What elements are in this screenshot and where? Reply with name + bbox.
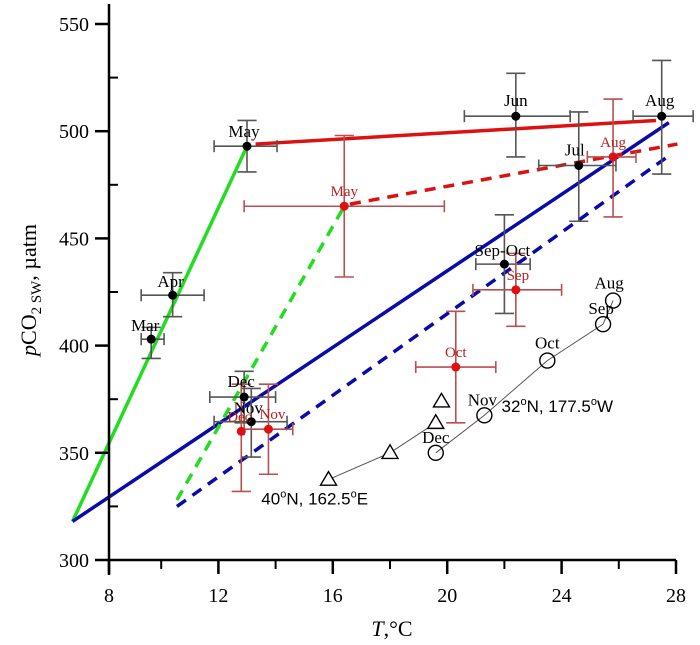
- black-point-Jun: [511, 111, 521, 121]
- triangle-marker: [432, 391, 451, 408]
- x-tick-label: 16: [323, 585, 343, 607]
- open-circle-marker: [427, 444, 444, 461]
- triangle-marker: [380, 443, 400, 460]
- black-point-label: Nov: [234, 399, 264, 418]
- red-point-Nov: [263, 424, 273, 434]
- triangle-marker: [426, 413, 445, 430]
- x-axis-label-unit: ,°C: [384, 616, 413, 641]
- black-point-label: Dec: [227, 372, 255, 391]
- red-point-label: Oct: [445, 345, 467, 361]
- y-tick-label: 450: [59, 228, 89, 250]
- red-point-label: Aug: [600, 135, 626, 151]
- triangle-marker: [319, 470, 338, 486]
- trend-line-red-dashed: [349, 142, 678, 206]
- trend-line-blue-dashed: [175, 154, 670, 508]
- y-axis-label-main: CO: [16, 314, 41, 345]
- open-circle-marker: [604, 292, 622, 309]
- open-circle-marker: [476, 407, 493, 424]
- station-label-40N: 40oN, 162.5oE: [261, 488, 368, 508]
- trend-line-green-dashed: [175, 205, 346, 501]
- axes: [107, 4, 676, 575]
- black-point-Aug: [657, 111, 667, 121]
- black-point-Mar: [146, 334, 156, 344]
- open-circle-marker: [539, 352, 556, 369]
- data-points: [146, 111, 667, 486]
- x-tick-label: 24: [552, 585, 572, 607]
- point-labels: MarAprMayJunJulAugSep-OctDecNovMayAugSep…: [131, 91, 675, 508]
- black-point-Apr: [168, 290, 178, 300]
- y-axis-label-var: p: [16, 345, 41, 358]
- red-point-label: Dec: [227, 409, 251, 425]
- y-tick-label: 350: [59, 443, 89, 465]
- y-axis-label-sub: 2 SW: [29, 280, 45, 315]
- black-point-Dec: [239, 392, 249, 402]
- y-tick-label: 400: [59, 336, 89, 358]
- y-axis-label: pCO2 SW, µatm: [16, 224, 45, 358]
- open-circle-marker: [594, 315, 612, 333]
- circle-point-label: Aug: [594, 274, 624, 293]
- black-point-label: Jun: [504, 91, 528, 110]
- circle-point-label: Nov: [468, 390, 498, 409]
- station-label-32N: 32oN, 177.5oW: [502, 396, 613, 416]
- y-tick-label: 300: [59, 550, 89, 572]
- black-point-label: Jul: [565, 141, 585, 160]
- x-tick-label: 28: [666, 585, 686, 607]
- trend-lines: [70, 118, 678, 523]
- station-40N-line: [328, 422, 437, 481]
- red-point-Oct: [451, 362, 461, 372]
- black-point-Sep-Oct: [499, 259, 509, 269]
- circle-point-label: Oct: [535, 334, 560, 353]
- station-32N-line: [435, 300, 614, 454]
- red-point-label: Nov: [260, 407, 286, 423]
- black-point-label: May: [228, 122, 260, 141]
- circle-point-label: Sep: [588, 299, 614, 318]
- y-tick-label: 550: [59, 14, 89, 36]
- black-point-label: Aug: [645, 91, 675, 110]
- x-tick-label: 12: [208, 585, 228, 607]
- black-point-label: Mar: [131, 316, 160, 335]
- red-point-label: Sep: [507, 268, 530, 284]
- red-point-Dec: [236, 426, 246, 436]
- x-axis-label-var: T: [371, 616, 385, 641]
- trend-line-red-solid: [255, 118, 657, 146]
- red-point-May: [339, 201, 349, 211]
- y-tick-label: 500: [59, 121, 89, 143]
- black-point-May: [242, 141, 252, 151]
- black-point-label: Apr: [157, 272, 184, 291]
- trend-line-green-solid: [70, 145, 249, 523]
- red-point-label: May: [330, 184, 358, 200]
- red-point-Aug: [608, 152, 618, 162]
- circle-point-label: Dec: [422, 428, 450, 447]
- x-tick-label: 8: [104, 585, 114, 607]
- y-axis-label-unit: , µatm: [16, 224, 41, 281]
- black-point-Jul: [574, 161, 584, 171]
- black-point-label: Sep-Oct: [475, 241, 531, 260]
- trend-line-blue-solid: [71, 121, 670, 523]
- x-tick-label: 20: [437, 585, 457, 607]
- x-axis-label: T,°C: [371, 616, 412, 641]
- black-point-Nov: [246, 417, 256, 427]
- red-point-Sep: [511, 285, 521, 295]
- ticks: 300 350 400 450 500 550 8 12 16 20 24 28: [59, 14, 686, 607]
